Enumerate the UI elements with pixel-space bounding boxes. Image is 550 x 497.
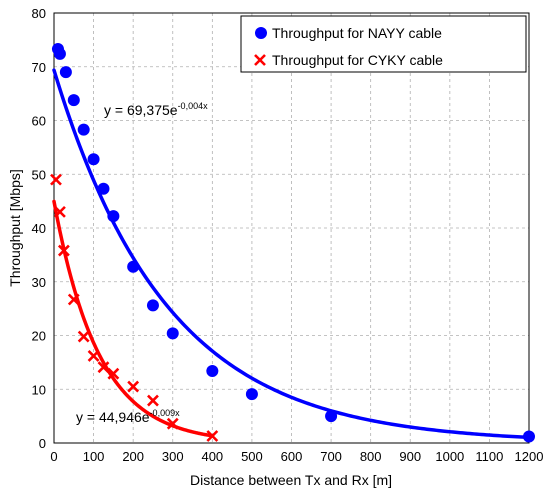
grid — [54, 13, 529, 443]
y-tick-label: 0 — [39, 436, 46, 451]
data-point-nayy — [77, 123, 90, 136]
data-point-cyky — [97, 361, 110, 374]
data-point-nayy — [53, 47, 66, 60]
data-point-nayy — [59, 66, 72, 79]
y-tick-label: 40 — [32, 221, 46, 236]
x-axis-title: Distance between Tx and Rx [m] — [190, 472, 392, 488]
data-point-cyky — [50, 173, 62, 186]
x-tick-label: 800 — [360, 449, 382, 464]
nayy-equation-exponent: -0,004x — [178, 101, 209, 111]
plot-frame — [53, 12, 530, 444]
data-point-cyky — [87, 350, 100, 362]
trendline-nayy — [52, 68, 531, 440]
data-point-nayy — [127, 260, 140, 273]
data-point-cyky — [67, 293, 80, 306]
x-tick-label: 400 — [201, 449, 223, 464]
trendlines — [52, 68, 531, 440]
data-point-nayy — [206, 364, 219, 377]
x-tick-label: 600 — [281, 449, 303, 464]
data-point-cyky — [147, 394, 159, 407]
x-tick-label: 300 — [162, 449, 184, 464]
x-tick-label: 1200 — [515, 449, 544, 464]
legend-nayy-label: Throughput for NAYY cable — [272, 25, 442, 41]
legend: Throughput for NAYY cable Throughput for… — [240, 15, 527, 73]
y-tick-label: 70 — [32, 60, 46, 75]
cyky-equation-exponent: -0,009x — [150, 408, 181, 418]
data-point-cyky — [54, 205, 66, 218]
legend-nayy-marker — [255, 27, 267, 39]
x-tick-label: 200 — [122, 449, 144, 464]
y-tick-label: 30 — [32, 275, 46, 290]
data-point-cyky — [127, 380, 140, 393]
y-tick-label: 20 — [32, 329, 46, 344]
data-point-nayy — [97, 182, 110, 195]
y-tick-labels: 0 10 20 30 40 50 60 70 80 — [32, 6, 46, 451]
cyky-trend-equation: y = 44,946e-0,009x — [76, 408, 180, 425]
y-tick-label: 50 — [32, 167, 46, 182]
trendline-cyky — [52, 199, 215, 438]
y-tick-label: 80 — [32, 6, 46, 21]
legend-cyky-marker — [254, 54, 266, 66]
x-tick-label: 700 — [320, 449, 342, 464]
x-tick-label: 100 — [83, 449, 105, 464]
x-tick-label: 1100 — [475, 449, 503, 464]
data-points — [50, 43, 535, 443]
y-tick-label: 10 — [32, 382, 46, 397]
y-axis-title: Throughput [Mbps] — [7, 169, 23, 287]
x-tick-labels: 0 100 200 300 400 500 600 700 800 900 1000 1100 1200 — [50, 449, 543, 464]
nayy-trend-equation: y = 69,375e-0,004x — [104, 101, 208, 118]
data-point-nayy — [325, 410, 338, 423]
data-point-nayy — [67, 94, 80, 107]
x-tick-label: 500 — [241, 449, 263, 464]
data-point-cyky — [57, 244, 70, 257]
data-point-cyky — [107, 367, 120, 380]
data-point-nayy — [166, 327, 179, 340]
legend-box — [240, 15, 527, 73]
cyky-equation-base: y = 44,946e — [76, 409, 150, 425]
legend-cyky-label: Throughput for CYKY cable — [272, 52, 443, 68]
data-point-cyky — [166, 417, 179, 430]
nayy-equation-base: y = 69,375e — [104, 102, 178, 118]
y-tick-label: 60 — [32, 114, 46, 129]
x-tick-label: 900 — [399, 449, 421, 464]
data-point-cyky — [77, 330, 90, 343]
data-point-nayy — [146, 299, 159, 312]
data-point-nayy — [107, 210, 120, 223]
x-tick-label: 1000 — [435, 449, 464, 464]
data-point-nayy — [245, 388, 258, 401]
x-tick-label: 0 — [50, 449, 57, 464]
data-point-cyky — [206, 430, 219, 442]
data-point-nayy — [523, 430, 535, 443]
data-point-nayy — [87, 153, 100, 166]
